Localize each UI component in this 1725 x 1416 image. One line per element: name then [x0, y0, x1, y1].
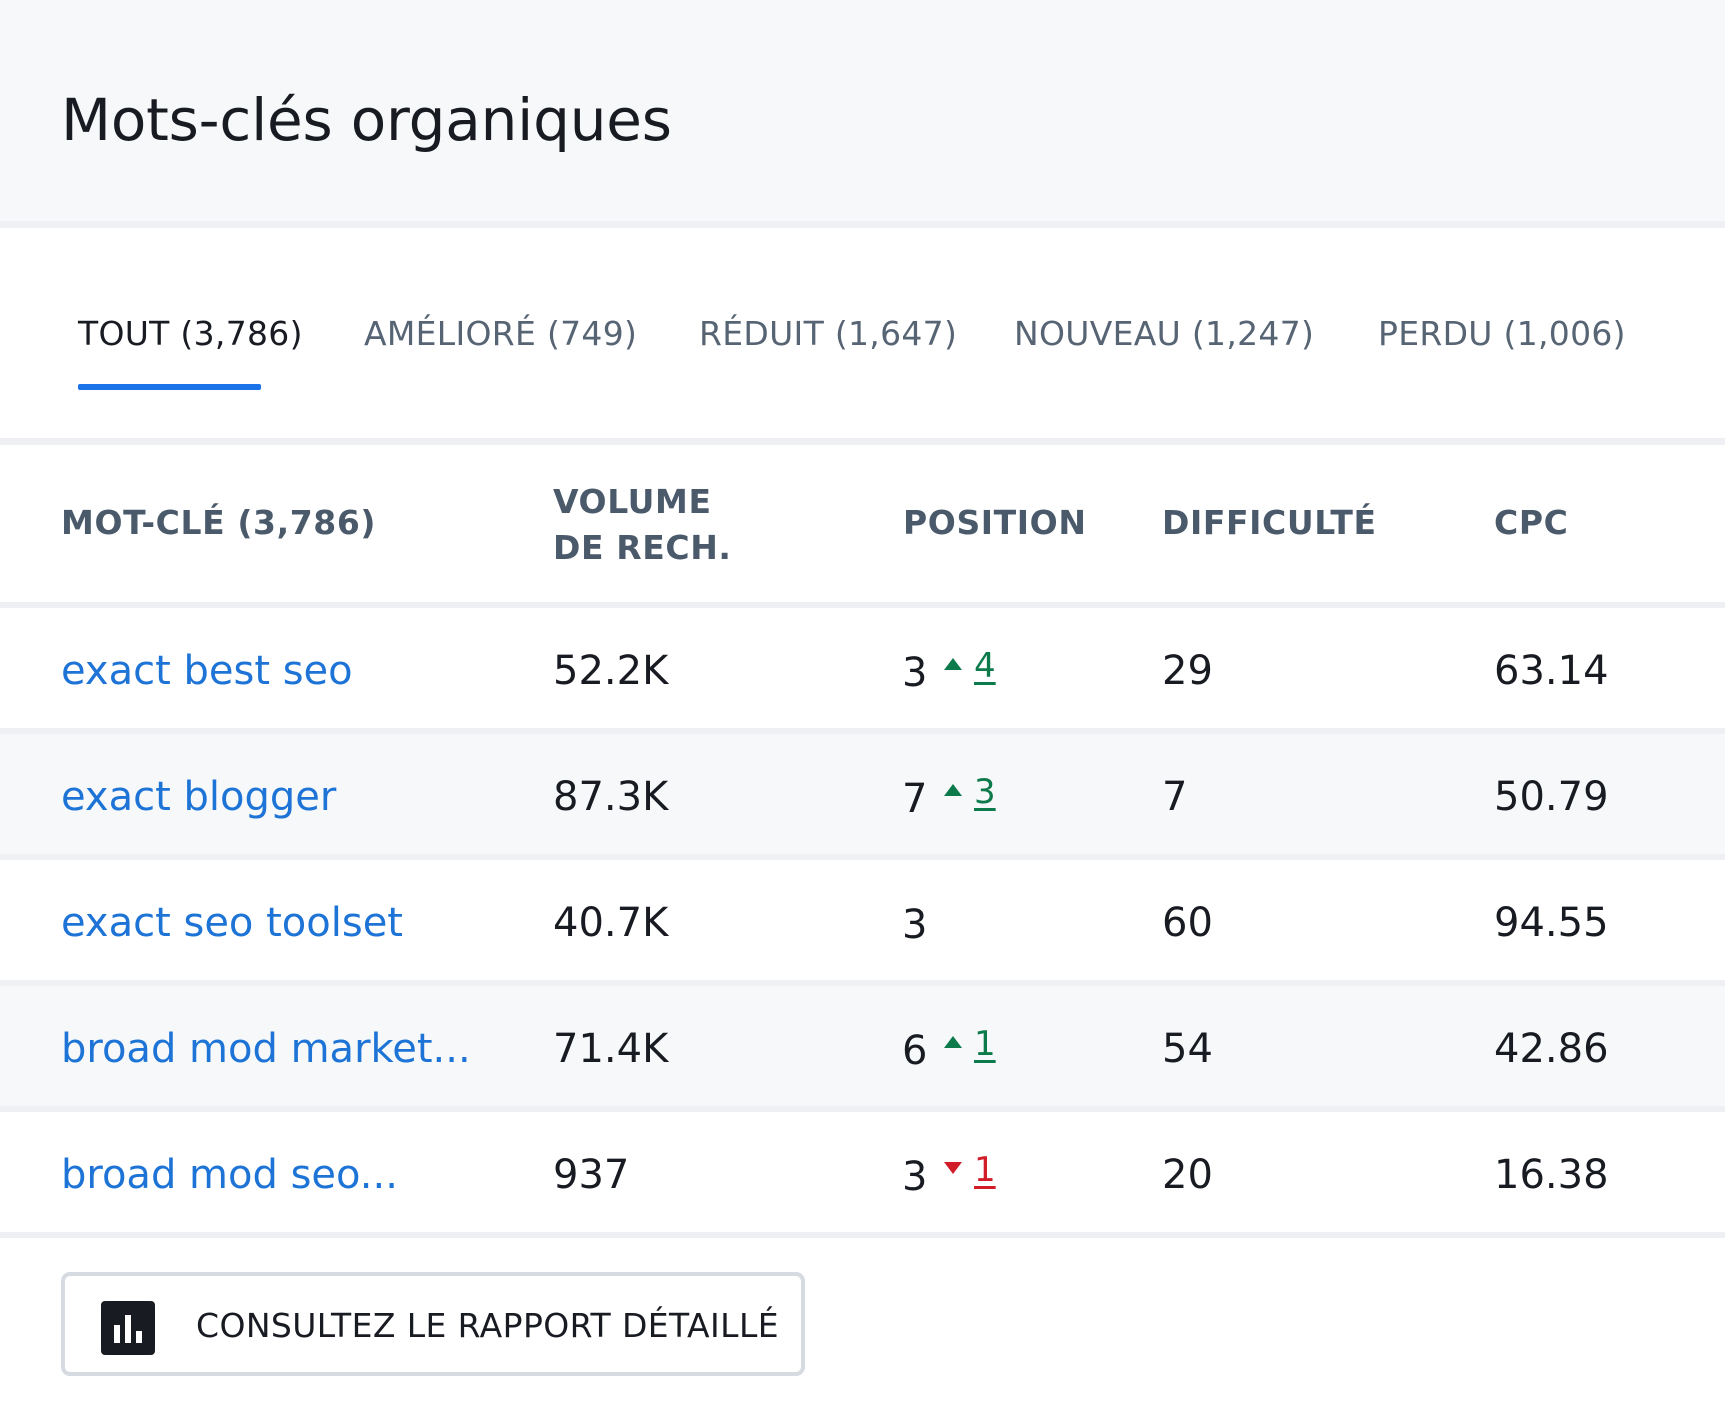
position-change[interactable]: 1: [944, 1150, 996, 1190]
arrow-down-icon: [944, 1161, 962, 1174]
keyword-link[interactable]: exact seo toolset: [61, 900, 403, 946]
search-volume: 87.3K: [553, 774, 669, 820]
column-header-volume[interactable]: VOLUME DE RECH.: [553, 479, 732, 571]
column-header-cpc[interactable]: CPC: [1494, 503, 1569, 542]
position-change[interactable]: 1: [944, 1024, 996, 1064]
position-change[interactable]: 3: [944, 772, 996, 812]
position-value: 3: [902, 1154, 928, 1200]
search-volume: 71.4K: [553, 1026, 669, 1072]
cpc-value: 16.38: [1494, 1152, 1609, 1198]
position-value: 6: [902, 1028, 928, 1074]
column-header-volume-line1: VOLUME: [553, 482, 712, 521]
tab-improved[interactable]: AMÉLIORÉ (749): [364, 314, 638, 353]
active-tab-indicator: [78, 384, 261, 390]
widget-header: Mots-clés organiques: [0, 0, 1725, 228]
table-row: broad mod market... 71.4K 6 1 54 42.86: [0, 986, 1725, 1112]
keyword-difficulty: 54: [1162, 1026, 1213, 1072]
arrow-up-icon: [944, 1035, 962, 1048]
tab-declined[interactable]: RÉDUIT (1,647): [699, 314, 958, 353]
position-value: 3: [902, 902, 928, 948]
position-change-value: 1: [974, 1150, 996, 1190]
table-header: MOT-CLÉ (3,786) VOLUME DE RECH. POSITION…: [0, 445, 1725, 608]
position-value: 7: [902, 776, 928, 822]
column-header-keyword[interactable]: MOT-CLÉ (3,786): [61, 503, 377, 542]
cpc-value: 94.55: [1494, 900, 1609, 946]
keyword-difficulty: 20: [1162, 1152, 1213, 1198]
widget-title: Mots-clés organiques: [61, 86, 672, 154]
position-cell: 6 1: [902, 1024, 996, 1074]
keyword-link[interactable]: broad mod market...: [61, 1026, 471, 1072]
search-volume: 40.7K: [553, 900, 669, 946]
column-header-difficulty[interactable]: DIFFICULTÉ: [1162, 503, 1377, 542]
table-row: exact seo toolset 40.7K 3 60 94.55: [0, 860, 1725, 986]
view-full-report-button[interactable]: CONSULTEZ LE RAPPORT DÉTAILLÉ: [61, 1272, 805, 1376]
position-cell: 3 1: [902, 1150, 996, 1200]
keyword-difficulty: 7: [1162, 774, 1188, 820]
cpc-value: 50.79: [1494, 774, 1609, 820]
keyword-link[interactable]: exact best seo: [61, 648, 353, 694]
tab-all[interactable]: TOUT (3,786): [78, 314, 303, 353]
position-cell: 3 4: [902, 646, 996, 696]
tab-new[interactable]: NOUVEAU (1,247): [1014, 314, 1315, 353]
filter-tabs: TOUT (3,786) AMÉLIORÉ (749) RÉDUIT (1,64…: [0, 228, 1725, 445]
column-header-volume-line2: DE RECH.: [553, 528, 732, 567]
position-change-value: 4: [974, 646, 996, 686]
arrow-up-icon: [944, 657, 962, 670]
search-volume: 52.2K: [553, 648, 669, 694]
table-row: broad mod seo... 937 3 1 20 16.38: [0, 1112, 1725, 1238]
position-change[interactable]: 4: [944, 646, 996, 686]
position-change-value: 3: [974, 772, 996, 812]
arrow-up-icon: [944, 783, 962, 796]
view-full-report-label: CONSULTEZ LE RAPPORT DÉTAILLÉ: [196, 1306, 779, 1345]
keyword-difficulty: 29: [1162, 648, 1213, 694]
cpc-value: 63.14: [1494, 648, 1609, 694]
tab-lost[interactable]: PERDU (1,006): [1378, 314, 1626, 353]
keyword-link[interactable]: exact blogger: [61, 774, 337, 820]
position-change-value: 1: [974, 1024, 996, 1064]
table-row: exact best seo 52.2K 3 4 29 63.14: [0, 608, 1725, 734]
column-header-position[interactable]: POSITION: [903, 503, 1087, 542]
position-cell: 7 3: [902, 772, 996, 822]
position-value: 3: [902, 650, 928, 696]
keyword-difficulty: 60: [1162, 900, 1213, 946]
cpc-value: 42.86: [1494, 1026, 1609, 1072]
bar-chart-icon: [101, 1301, 155, 1355]
table-row: exact blogger 87.3K 7 3 7 50.79: [0, 734, 1725, 860]
keyword-link[interactable]: broad mod seo...: [61, 1152, 398, 1198]
position-cell: 3: [902, 898, 927, 948]
search-volume: 937: [553, 1152, 630, 1198]
